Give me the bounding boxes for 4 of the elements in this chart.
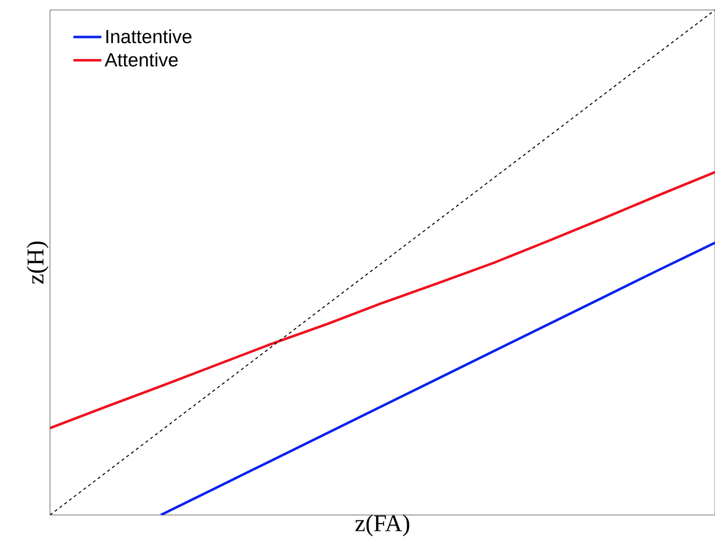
y-axis-title: z(H) xyxy=(26,242,48,284)
legend-label: Inattentive xyxy=(106,29,192,44)
x-axis-title: z(FA) xyxy=(355,514,410,536)
legend-label: Attentive xyxy=(104,52,178,67)
